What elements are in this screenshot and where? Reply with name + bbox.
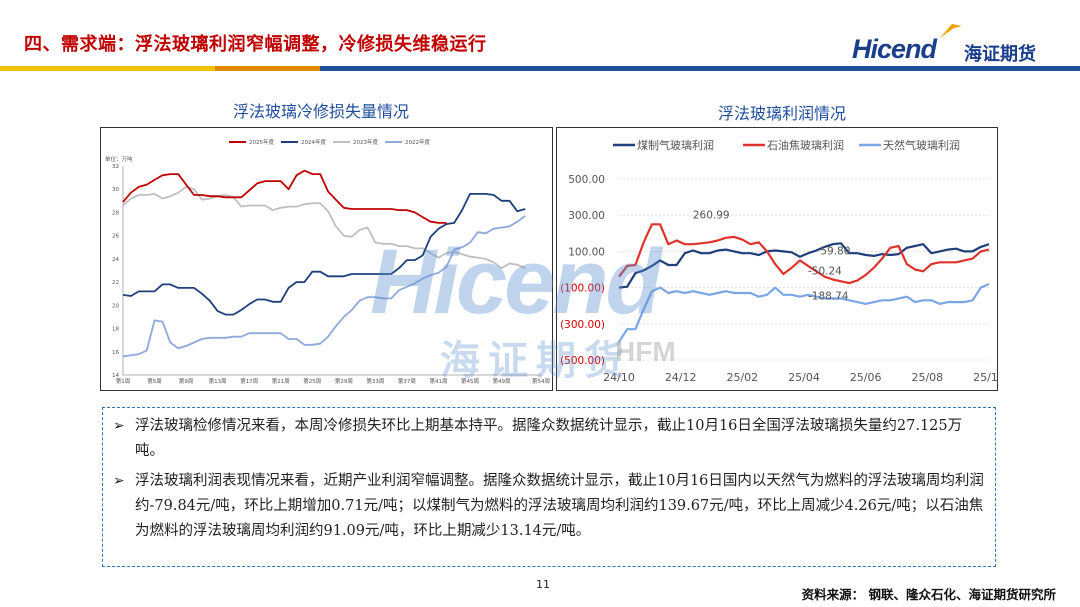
bar-segment-orange [215, 66, 320, 71]
legend-label: 天然气玻璃利润 [883, 138, 960, 152]
right-chart-title: 浮法玻璃利润情况 [718, 104, 847, 123]
y-tick-label: 300.00 [568, 210, 605, 222]
x-tick-label: 第5周 [147, 377, 162, 385]
x-tick-label: 第37周 [398, 377, 416, 385]
x-tick-label: 25/04 [788, 371, 820, 384]
logo-mark-icon [940, 24, 962, 38]
x-tick-label: 25/06 [850, 371, 882, 384]
x-tick-label: 第29周 [335, 377, 353, 385]
x-tick-label: 24/10 [603, 371, 635, 384]
y-tick-label: (300.00) [560, 319, 605, 331]
x-tick-label: 第25周 [303, 377, 321, 385]
header-color-bar [0, 66, 1080, 71]
x-tick-label: 第13周 [209, 377, 227, 385]
series-line-2025年度 [122, 169, 447, 224]
y-tick-label: 14 [112, 373, 119, 379]
y-tick-label: 100.00 [568, 246, 605, 258]
arrow-bullet-icon: ➢ [113, 473, 125, 489]
right-chart-svg: 500.00 300.00 100.00 (100.00) (300.00) (500.0… [560, 138, 1005, 384]
logo-cn-text: 海证期货 [964, 44, 1036, 65]
note-item: ➢ 浮法玻璃利润表现情况来看，近期产业利润窄幅调整。据隆众数据统计显示，截止10… [113, 469, 985, 544]
legend-label: 石油焦玻璃利润 [767, 138, 844, 152]
company-logo: Hicend 海证期货 [852, 24, 1057, 68]
series-line-煤制气玻璃利润 [618, 242, 990, 289]
legend-label: 煤制气玻璃利润 [637, 138, 714, 152]
x-tick-label: 第45周 [461, 377, 479, 385]
y-tick-label: 26 [112, 234, 119, 240]
x-tick-label: 25/10 [973, 371, 997, 384]
page-title: 四、需求端：浮法玻璃利润窄幅调整，冷修损失维稳运行 [24, 34, 487, 55]
left-chart-title: 浮法玻璃冷修损失量情况 [233, 102, 410, 121]
x-tick-label: 第17周 [240, 377, 258, 385]
legend-label: 2025年度 [249, 138, 274, 146]
y-tick-label: 28 [112, 210, 119, 216]
legend-label: 2024年度 [301, 138, 326, 146]
y-tick-label: 500.00 [568, 174, 605, 186]
y-tick-label: 16 [112, 350, 119, 356]
y-tick-label: 24 [112, 257, 119, 263]
right-chart-frame: 500.00 300.00 100.00 (100.00) (300.00) (500.0… [556, 127, 1005, 391]
y-unit-label: 单位：万吨 [105, 155, 133, 163]
y-tick-label: 32 [112, 164, 119, 170]
data-label: -50.24 [808, 266, 842, 278]
bar-segment-blue [320, 66, 530, 71]
note-item: ➢ 浮法玻璃检修情况来看，本周冷修损失环比上期基本持平。据隆众数据统计显示，截止… [113, 414, 985, 464]
x-tick-label: 第33周 [366, 377, 384, 385]
x-tick-label: 25/08 [911, 371, 943, 384]
x-tick-label: 第49周 [493, 377, 511, 385]
x-tick-label: 第9周 [179, 377, 194, 385]
x-tick-label: 第41周 [429, 377, 447, 385]
bar-segment-yellow [0, 66, 215, 71]
series-line-2024年度 [122, 193, 526, 316]
data-label: -188.74 [808, 291, 849, 303]
x-tick-label: 24/12 [665, 371, 697, 384]
left-chart-svg: 单位：万吨 14 16 18 20 22 24 26 28 30 32 第1周 第5周 第9周 第13周 第1… [105, 138, 550, 385]
data-label: 59.80 [820, 246, 850, 258]
x-tick-label: 第1周 [116, 377, 131, 385]
left-chart-frame: 单位：万吨 14 16 18 20 22 24 26 28 30 32 第1周 第5周 第9周 第13周 第1… [100, 127, 553, 391]
y-tick-label: (500.00) [560, 355, 605, 367]
page-number: 11 [536, 578, 550, 591]
y-tick-label: 18 [112, 327, 119, 333]
y-tick-label: (100.00) [560, 283, 605, 295]
arrow-bullet-icon: ➢ [113, 418, 125, 434]
series-line-2022年度 [122, 215, 526, 358]
x-tick-label: 第54周 [532, 377, 550, 385]
data-label: 260.99 [693, 209, 730, 221]
x-tick-label: 25/02 [726, 371, 758, 384]
legend-label: 2022年度 [405, 138, 430, 146]
data-source: 资料来源： 钢联、隆众石化、海证期货研究所 [801, 587, 1056, 602]
series-line-石油焦玻璃利润 [618, 223, 990, 285]
logo-text: Hicend [852, 34, 937, 64]
note-text: 浮法玻璃检修情况来看，本周冷修损失环比上期基本持平。据隆众数据统计显示，截止10… [135, 418, 963, 459]
bar-segment-grey [530, 66, 1080, 71]
y-tick-label: 30 [112, 187, 119, 193]
series-line-天然气玻璃利润 [618, 282, 990, 343]
y-tick-label: 20 [112, 303, 119, 309]
legend-label: 2023年度 [353, 138, 378, 146]
series-line-2023年度 [122, 186, 526, 270]
analysis-notes-box: ➢ 浮法玻璃检修情况来看，本周冷修损失环比上期基本持平。据隆众数据统计显示，截止… [102, 407, 996, 567]
y-tick-label: 22 [112, 280, 119, 286]
note-text: 浮法玻璃利润表现情况来看，近期产业利润窄幅调整。据隆众数据统计显示，截止10月1… [135, 473, 984, 539]
x-tick-label: 第21周 [272, 377, 290, 385]
